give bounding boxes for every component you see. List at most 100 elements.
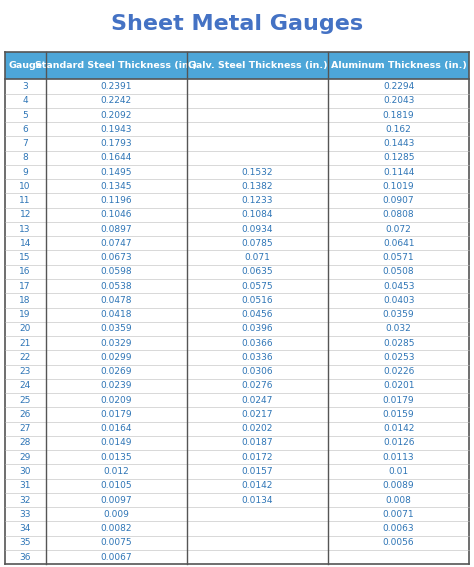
Text: 0.0179: 0.0179	[100, 410, 132, 419]
Text: 31: 31	[19, 481, 31, 490]
Text: 0.0299: 0.0299	[100, 353, 132, 362]
Text: 0.0907: 0.0907	[383, 196, 414, 205]
Text: 0.1382: 0.1382	[242, 182, 273, 191]
Text: 0.2391: 0.2391	[100, 82, 132, 91]
Text: 0.1196: 0.1196	[100, 196, 132, 205]
Text: 0.0187: 0.0187	[242, 438, 273, 447]
Text: 0.0113: 0.0113	[383, 452, 414, 462]
Text: 0.0075: 0.0075	[100, 538, 132, 547]
Text: 0.0056: 0.0056	[383, 538, 414, 547]
Text: 0.0164: 0.0164	[100, 424, 132, 433]
Text: Standard Steel Thickness (in.): Standard Steel Thickness (in.)	[35, 61, 197, 70]
Text: 0.012: 0.012	[103, 467, 129, 476]
Text: 0.0071: 0.0071	[383, 510, 414, 519]
Text: 0.01: 0.01	[389, 467, 409, 476]
Text: 35: 35	[19, 538, 31, 547]
Text: 0.0306: 0.0306	[242, 367, 273, 376]
Text: 22: 22	[19, 353, 31, 362]
Text: Aluminum Thickness (in.): Aluminum Thickness (in.)	[331, 61, 466, 70]
Text: 34: 34	[19, 524, 31, 533]
Text: 0.0179: 0.0179	[383, 396, 414, 405]
Text: 0.0478: 0.0478	[100, 296, 132, 305]
Text: 10: 10	[19, 182, 31, 191]
Text: 0.1644: 0.1644	[100, 153, 132, 162]
Text: 30: 30	[19, 467, 31, 476]
Text: 0.0209: 0.0209	[100, 396, 132, 405]
Text: 0.0253: 0.0253	[383, 353, 414, 362]
Text: 0.0575: 0.0575	[242, 282, 273, 291]
Text: 0.0359: 0.0359	[100, 324, 132, 333]
Text: 5: 5	[22, 111, 28, 120]
Text: 0.032: 0.032	[386, 324, 411, 333]
Text: 29: 29	[19, 452, 31, 462]
Text: 14: 14	[19, 239, 31, 248]
Text: 0.008: 0.008	[386, 496, 411, 505]
Text: Sheet Metal Gauges: Sheet Metal Gauges	[111, 14, 363, 34]
Text: 0.1019: 0.1019	[383, 182, 414, 191]
Text: 0.0329: 0.0329	[100, 338, 132, 348]
Text: 0.1233: 0.1233	[242, 196, 273, 205]
Text: 12: 12	[19, 210, 31, 219]
Text: 0.0897: 0.0897	[100, 225, 132, 234]
Text: 0.0202: 0.0202	[242, 424, 273, 433]
Text: 0.0149: 0.0149	[100, 438, 132, 447]
Text: 7: 7	[22, 139, 28, 148]
Text: 0.0285: 0.0285	[383, 338, 414, 348]
Text: 0.0635: 0.0635	[242, 268, 273, 276]
Text: 0.1443: 0.1443	[383, 139, 414, 148]
Text: 0.072: 0.072	[386, 225, 411, 234]
Text: Gauge: Gauge	[8, 61, 42, 70]
Text: 19: 19	[19, 310, 31, 319]
Text: 0.0105: 0.0105	[100, 481, 132, 490]
Text: 0.0808: 0.0808	[383, 210, 414, 219]
Text: 0.1285: 0.1285	[383, 153, 414, 162]
Text: 0.0247: 0.0247	[242, 396, 273, 405]
Text: 0.1084: 0.1084	[242, 210, 273, 219]
Text: 0.0239: 0.0239	[100, 382, 132, 391]
Text: 4: 4	[22, 96, 28, 105]
Text: 0.0785: 0.0785	[242, 239, 273, 248]
Text: 0.0276: 0.0276	[242, 382, 273, 391]
Text: 0.0126: 0.0126	[383, 438, 414, 447]
Text: 0.162: 0.162	[386, 125, 411, 134]
Text: 0.0747: 0.0747	[100, 239, 132, 248]
Text: 0.0366: 0.0366	[242, 338, 273, 348]
Text: 24: 24	[19, 382, 31, 391]
Text: 13: 13	[19, 225, 31, 234]
Text: 0.0453: 0.0453	[383, 282, 414, 291]
Text: 0.2242: 0.2242	[100, 96, 132, 105]
Text: 0.0508: 0.0508	[383, 268, 414, 276]
Text: 0.0673: 0.0673	[100, 253, 132, 262]
Text: 21: 21	[19, 338, 31, 348]
Text: 8: 8	[22, 153, 28, 162]
Text: 0.0598: 0.0598	[100, 268, 132, 276]
Text: 0.0082: 0.0082	[100, 524, 132, 533]
Text: 0.0516: 0.0516	[242, 296, 273, 305]
Text: 0.0201: 0.0201	[383, 382, 414, 391]
Text: 0.0135: 0.0135	[100, 452, 132, 462]
Text: 0.1943: 0.1943	[100, 125, 132, 134]
Text: 20: 20	[19, 324, 31, 333]
Text: 0.071: 0.071	[245, 253, 270, 262]
Text: 27: 27	[19, 424, 31, 433]
Text: 0.1345: 0.1345	[100, 182, 132, 191]
Text: 11: 11	[19, 196, 31, 205]
Text: 32: 32	[19, 496, 31, 505]
Text: 28: 28	[19, 438, 31, 447]
Text: 0.0159: 0.0159	[383, 410, 414, 419]
Text: 0.1532: 0.1532	[242, 168, 273, 176]
Text: 0.1495: 0.1495	[100, 168, 132, 176]
Text: 3: 3	[22, 82, 28, 91]
Text: 0.0269: 0.0269	[100, 367, 132, 376]
Text: 0.0157: 0.0157	[242, 467, 273, 476]
Text: 23: 23	[19, 367, 31, 376]
Text: 0.2294: 0.2294	[383, 82, 414, 91]
Text: 9: 9	[22, 168, 28, 176]
Text: 17: 17	[19, 282, 31, 291]
Text: 0.0217: 0.0217	[242, 410, 273, 419]
Text: Galv. Steel Thickness (in.): Galv. Steel Thickness (in.)	[188, 61, 327, 70]
Text: 0.0142: 0.0142	[383, 424, 414, 433]
Text: 0.0336: 0.0336	[242, 353, 273, 362]
Text: 0.0172: 0.0172	[242, 452, 273, 462]
Text: 33: 33	[19, 510, 31, 519]
